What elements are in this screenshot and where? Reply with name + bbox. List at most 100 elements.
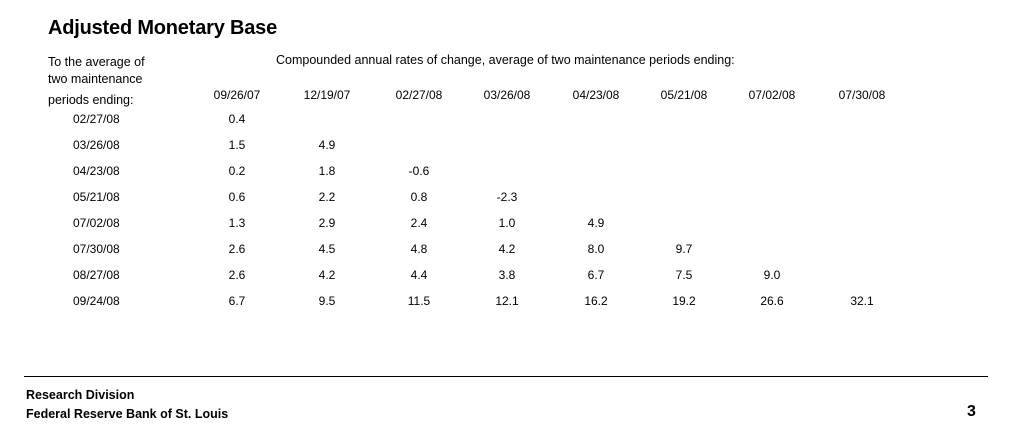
table-row: 05/21/08 0.6 2.2 0.8 -2.3	[47, 184, 909, 210]
table-cell	[277, 106, 377, 132]
column-header: 05/21/08	[660, 88, 708, 102]
table-cell: 32.1	[850, 294, 874, 308]
table-cell	[815, 236, 909, 262]
table-cell: 9.7	[675, 242, 693, 256]
table-cell	[815, 132, 909, 158]
table-row: 02/27/08 0.4	[47, 106, 909, 132]
table-cell	[553, 158, 639, 184]
table-cell: 2.6	[228, 242, 246, 256]
table-cell: 2.9	[318, 216, 336, 230]
table-cell: 1.5	[228, 138, 246, 152]
column-header: 12/19/07	[303, 88, 351, 102]
table-cell: 12.1	[495, 294, 519, 308]
row-label: 02/27/08	[73, 112, 120, 126]
row-label: 04/23/08	[73, 164, 120, 178]
rates-table: 09/26/07 12/19/07 02/27/08 03/26/08 04/2…	[47, 84, 909, 314]
row-header-line-1: To the average of	[48, 55, 145, 69]
table-cell: 2.6	[228, 268, 246, 282]
table-cell	[729, 158, 815, 184]
table-cell: 2.4	[410, 216, 428, 230]
table-cell: 4.9	[587, 216, 605, 230]
table-cell	[461, 158, 553, 184]
row-label: 09/24/08	[73, 294, 120, 308]
table-cell	[553, 132, 639, 158]
table-row: 07/30/08 2.6 4.5 4.8 4.2 8.0 9.7	[47, 236, 909, 262]
column-header: 07/02/08	[748, 88, 796, 102]
table-header-row: 09/26/07 12/19/07 02/27/08 03/26/08 04/2…	[47, 84, 909, 106]
table-cell: 3.8	[498, 268, 516, 282]
table-cell	[815, 210, 909, 236]
row-label: 03/26/08	[73, 138, 120, 152]
footer-organization: Federal Reserve Bank of St. Louis	[26, 407, 229, 421]
table-cell: 8.0	[587, 242, 605, 256]
table-cell	[639, 210, 729, 236]
table-cell	[729, 236, 815, 262]
page-number: 3	[967, 403, 976, 420]
table-cell	[377, 106, 461, 132]
table-cell	[729, 106, 815, 132]
table-cell	[729, 184, 815, 210]
column-header: 04/23/08	[572, 88, 620, 102]
table-cell: 0.2	[228, 164, 246, 178]
table-cell	[639, 158, 729, 184]
table-cell: 4.2	[498, 242, 516, 256]
table-cell	[729, 210, 815, 236]
table-cell: 0.6	[228, 190, 246, 204]
page-title: Adjusted Monetary Base	[48, 17, 277, 39]
column-header: 03/26/08	[483, 88, 531, 102]
row-label: 07/30/08	[73, 242, 120, 256]
table-cell: 11.5	[407, 294, 431, 308]
table-cell: 2.2	[318, 190, 336, 204]
column-header-description: Compounded annual rates of change, avera…	[276, 53, 735, 67]
table-cell: 4.2	[318, 268, 336, 282]
table-row: 07/02/08 1.3 2.9 2.4 1.0 4.9	[47, 210, 909, 236]
table-cell: 4.9	[318, 138, 336, 152]
column-header: 07/30/08	[838, 88, 886, 102]
table-row: 09/24/08 6.7 9.5 11.5 12.1 16.2 19.2 26.…	[47, 288, 909, 314]
table-corner-cell	[47, 84, 197, 106]
table-cell: 4.8	[410, 242, 428, 256]
table-cell: 6.7	[587, 268, 605, 282]
table-cell	[461, 132, 553, 158]
table-cell: 0.4	[228, 112, 246, 126]
table-cell	[461, 106, 553, 132]
table-cell	[815, 262, 909, 288]
table-row: 04/23/08 0.2 1.8 -0.6	[47, 158, 909, 184]
table-cell	[815, 158, 909, 184]
row-label: 05/21/08	[73, 190, 120, 204]
footer-division: Research Division	[26, 388, 135, 402]
table-cell: 1.0	[498, 216, 516, 230]
table-cell: 4.5	[318, 242, 336, 256]
table-cell: 16.2	[584, 294, 608, 308]
column-header: 09/26/07	[213, 88, 261, 102]
table-cell	[729, 132, 815, 158]
table-cell: 6.7	[228, 294, 246, 308]
table-cell: 19.2	[672, 294, 696, 308]
table-cell	[553, 106, 639, 132]
table-cell	[815, 184, 909, 210]
row-header-line-2: two maintenance	[48, 72, 143, 86]
table-cell: 7.5	[675, 268, 693, 282]
table-cell	[639, 106, 729, 132]
row-label: 08/27/08	[73, 268, 120, 282]
table-cell: -0.6	[408, 164, 430, 178]
table-cell	[815, 106, 909, 132]
footer-divider	[24, 376, 988, 377]
table-cell	[639, 184, 729, 210]
row-header-line-3: periods ending:	[48, 93, 134, 107]
column-header: 02/27/08	[395, 88, 443, 102]
table-row: 03/26/08 1.5 4.9	[47, 132, 909, 158]
table-cell: 4.4	[410, 268, 428, 282]
table-cell	[639, 132, 729, 158]
table-cell: 9.0	[763, 268, 781, 282]
table-cell: 1.3	[228, 216, 246, 230]
table-cell	[377, 132, 461, 158]
table-cell: -2.3	[496, 190, 518, 204]
row-header-label: To the average of two maintenance period…	[48, 52, 218, 110]
table-cell	[553, 184, 639, 210]
table-cell: 9.5	[318, 294, 336, 308]
row-label: 07/02/08	[73, 216, 120, 230]
table-cell: 0.8	[410, 190, 428, 204]
table-cell: 26.6	[760, 294, 784, 308]
table-cell: 1.8	[318, 164, 336, 178]
